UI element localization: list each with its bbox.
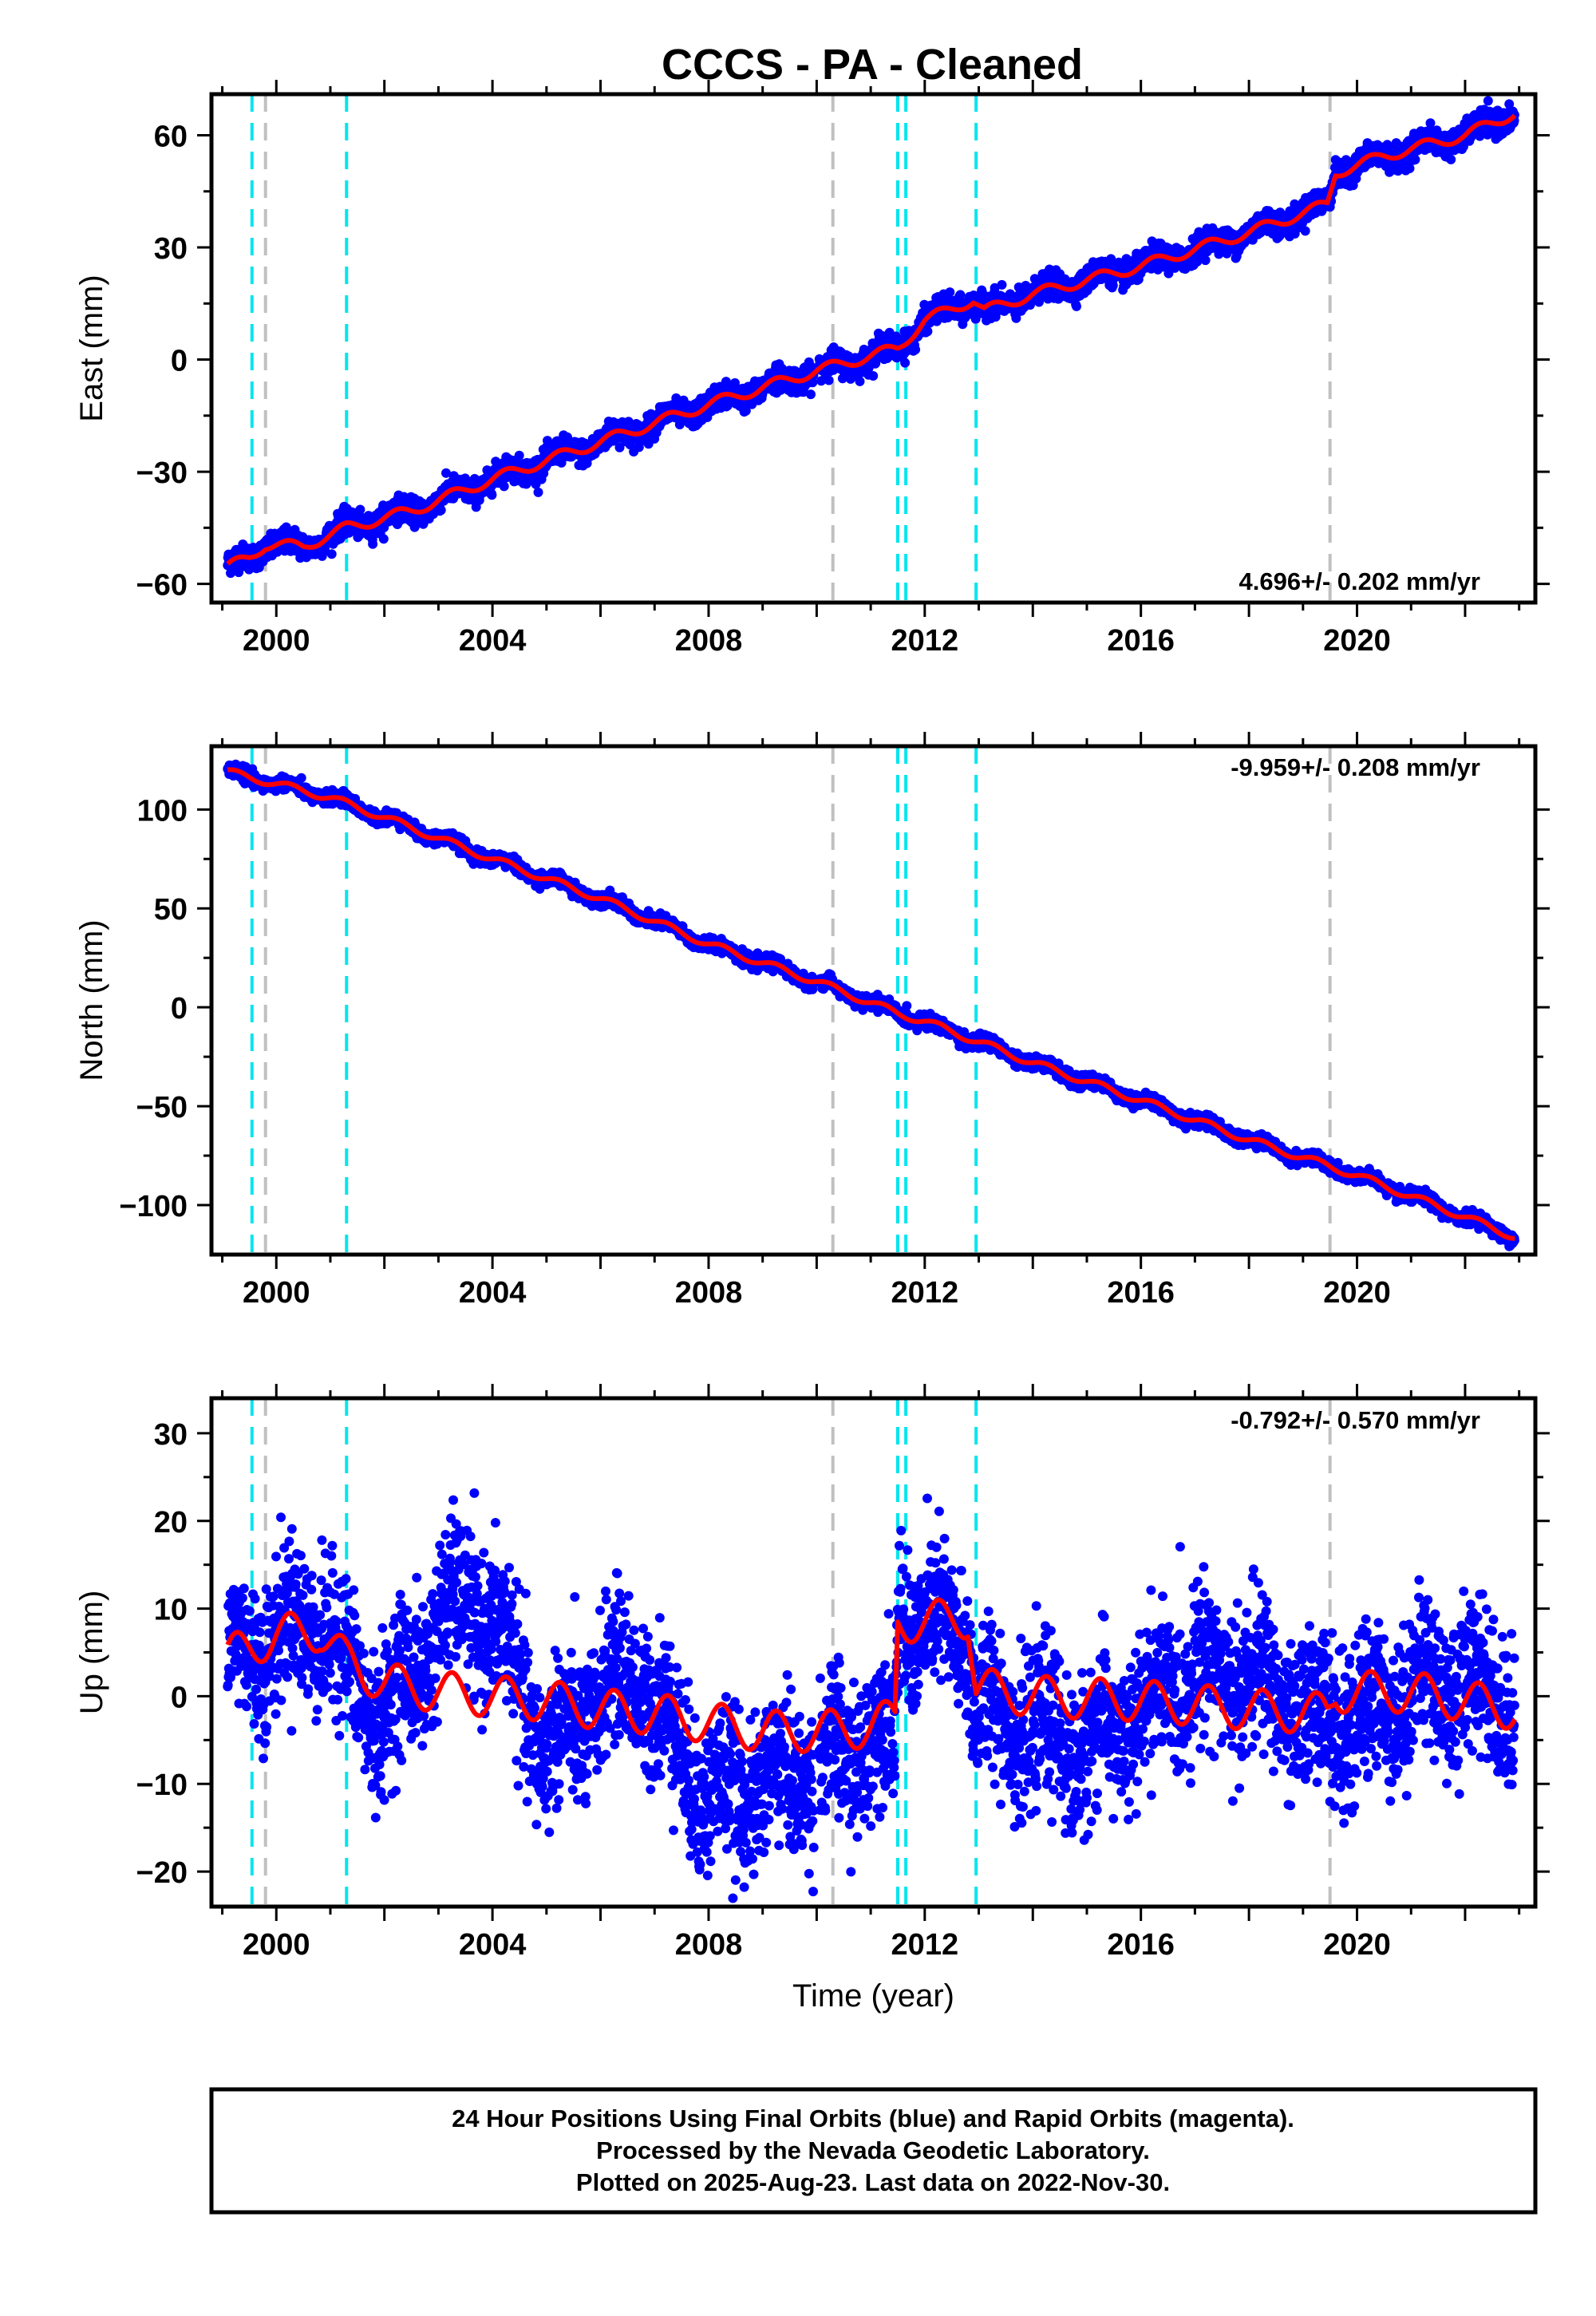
data-point xyxy=(296,773,306,783)
data-point xyxy=(487,490,497,500)
velocity-rate-label: 4.696+/- 0.202 mm/yr xyxy=(1239,567,1480,595)
data-point xyxy=(1108,280,1118,290)
data-point xyxy=(945,287,955,298)
data-point xyxy=(1410,155,1420,164)
data-point xyxy=(1300,226,1310,236)
y-tick-label: 0 xyxy=(171,345,188,378)
y-tick-label: −30 xyxy=(136,456,188,490)
data-point xyxy=(997,279,1007,290)
data-point xyxy=(808,377,818,388)
data-point xyxy=(955,290,966,300)
data-point xyxy=(533,487,543,497)
data-point xyxy=(741,405,751,416)
data-points xyxy=(223,96,1519,579)
data-point xyxy=(436,505,446,516)
x-tick-label: 2004 xyxy=(459,624,527,658)
y-tick-label: 30 xyxy=(154,232,188,266)
data-point xyxy=(1483,96,1493,106)
data-point xyxy=(1200,255,1211,266)
data-point xyxy=(1404,164,1415,173)
data-point xyxy=(514,450,524,460)
data-point xyxy=(1446,154,1456,164)
data-point xyxy=(614,442,625,453)
data-point xyxy=(499,481,509,492)
data-point xyxy=(1011,313,1021,323)
plot-area xyxy=(223,746,1519,1255)
east-panel: 2000 2004 2008 2012 2016 2020 −60 −30 0 30 60 East … xyxy=(74,80,1550,658)
data-point xyxy=(368,539,378,549)
data-point xyxy=(1072,301,1081,311)
y-axis-label: East (mm) xyxy=(74,275,109,421)
figure-title: CCCS - PA - Cleaned xyxy=(662,41,1083,89)
data-point xyxy=(855,376,865,386)
north-panel: 2000 2004 2008 2012 2016 2020−100−50050100Nor… xyxy=(74,732,1550,1310)
x-tick-label: 2020 xyxy=(1323,624,1391,658)
data-point xyxy=(441,468,451,478)
x-tick-label: 2008 xyxy=(675,624,743,658)
y-tick-label: −60 xyxy=(136,569,188,603)
data-point xyxy=(355,504,365,515)
x-tick-label: 2012 xyxy=(891,624,959,658)
data-point xyxy=(911,345,921,355)
data-point xyxy=(378,534,389,544)
data-point xyxy=(922,326,933,337)
data-point xyxy=(868,371,879,381)
data-point xyxy=(824,375,834,385)
data-point xyxy=(871,358,881,369)
plot-area xyxy=(223,94,1519,603)
y-tick-label: 60 xyxy=(154,121,188,154)
x-tick-label: 2000 xyxy=(243,624,310,658)
data-point xyxy=(806,389,816,400)
data-point xyxy=(900,358,911,368)
data-point xyxy=(326,549,337,559)
x-tick-label: 2016 xyxy=(1107,624,1175,658)
data-point xyxy=(556,457,567,468)
